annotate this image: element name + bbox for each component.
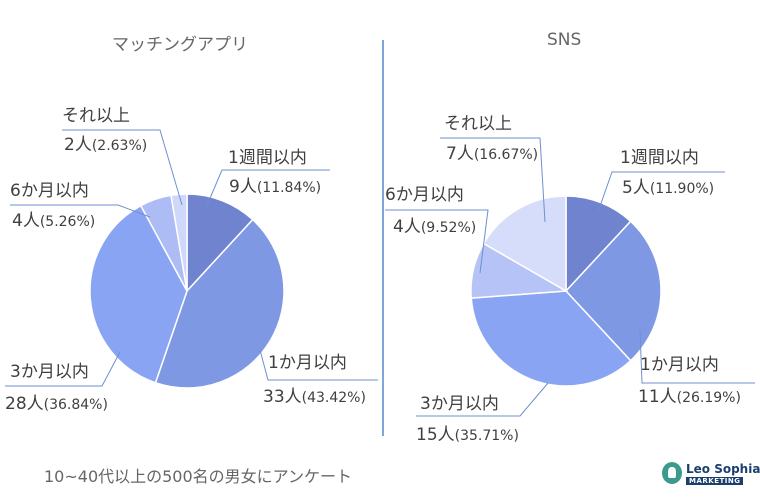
slice-value-matching-4: 2人(2.63%): [64, 135, 147, 155]
leader-line-matching-2: [5, 351, 121, 387]
slice-label-sns-4: それ以上: [444, 114, 512, 134]
leader-line-matching-3: [10, 204, 151, 218]
logo-icon: [662, 462, 682, 484]
slice-label-sns-3: 6か月以内: [385, 185, 464, 205]
slice-value-matching-3: 4人(5.26%): [12, 211, 95, 231]
pie-slice-matching-0: [186, 193, 254, 293]
slice-percent-matching-2: (36.84%): [44, 397, 108, 413]
slice-count-matching-2: 28人: [5, 394, 44, 414]
panel-divider: [382, 40, 384, 436]
slice-count-matching-3: 4人: [12, 211, 40, 231]
slice-value-sns-3: 4人(9.52%): [393, 217, 476, 237]
chart-title-sns: SNS: [547, 30, 582, 50]
slice-value-matching-1: 33人(43.42%): [263, 387, 366, 407]
chart-title-matching-app: マッチングアプリ: [112, 35, 248, 55]
slice-label-matching-4: それ以上: [62, 106, 130, 126]
pie-slice-sns-2: [470, 290, 632, 387]
slice-percent-sns-2: (35.71%): [455, 428, 519, 444]
slice-percent-sns-3: (9.52%): [421, 220, 476, 236]
logo-tag: MARKETING: [686, 477, 744, 485]
slice-percent-matching-0: (11.84%): [257, 180, 321, 196]
slice-count-matching-4: 2人: [64, 135, 92, 155]
slice-label-matching-3: 6か月以内: [10, 181, 89, 201]
slice-label-sns-2: 3か月以内: [420, 394, 499, 414]
pie-slice-matching-1: [154, 218, 285, 389]
slice-label-matching-1: 1か月以内: [268, 353, 347, 373]
leader-line-sns-1: [639, 329, 755, 384]
slice-label-matching-0: 1週間以内: [228, 148, 307, 168]
slice-value-sns-4: 7人(16.67%): [446, 144, 538, 164]
slice-count-sns-4: 7人: [446, 144, 474, 164]
slice-percent-sns-1: (26.19%): [677, 390, 741, 406]
slice-percent-matching-4: (2.63%): [92, 138, 147, 154]
leader-line-matching-0: [204, 169, 330, 211]
logo-name: Leo Sophia: [686, 462, 760, 476]
slice-percent-sns-0: (11.90%): [650, 181, 714, 197]
slice-value-matching-2: 28人(36.84%): [5, 394, 108, 414]
leader-line-matching-4: [62, 129, 183, 206]
leader-line-sns-0: [597, 171, 725, 213]
slice-count-matching-0: 9人: [229, 177, 257, 197]
slice-count-sns-1: 11人: [638, 387, 677, 407]
slice-value-sns-0: 5人(11.90%): [622, 178, 714, 198]
leader-line-sns-3: [385, 209, 489, 274]
slice-label-matching-2: 3か月以内: [10, 362, 89, 382]
slice-value-matching-0: 9人(11.84%): [229, 177, 321, 197]
slice-value-sns-2: 15人(35.71%): [416, 425, 519, 445]
slice-count-sns-3: 4人: [393, 217, 421, 237]
slice-count-sns-0: 5人: [622, 178, 650, 198]
slice-percent-matching-3: (5.26%): [40, 214, 95, 230]
pie-slice-sns-0: [565, 195, 632, 293]
slice-percent-matching-1: (43.42%): [302, 390, 366, 406]
slice-count-matching-1: 33人: [263, 387, 302, 407]
brand-logo: Leo Sophia MARKETING: [662, 462, 760, 488]
slice-count-sns-2: 15人: [416, 425, 455, 445]
slice-percent-sns-4: (16.67%): [474, 147, 538, 163]
leader-line-sns-2: [416, 382, 549, 417]
slice-value-sns-1: 11人(26.19%): [638, 387, 741, 407]
footnote: 10~40代以上の500名の男女にアンケート: [44, 467, 353, 486]
leader-line-matching-1: [259, 349, 378, 381]
slice-label-sns-0: 1週間以内: [620, 148, 699, 168]
slice-label-sns-1: 1か月以内: [640, 355, 719, 375]
pie-slice-matching-2: [89, 204, 188, 384]
pie-slice-sns-4: [482, 195, 567, 293]
leader-line-sns-4: [440, 137, 546, 223]
